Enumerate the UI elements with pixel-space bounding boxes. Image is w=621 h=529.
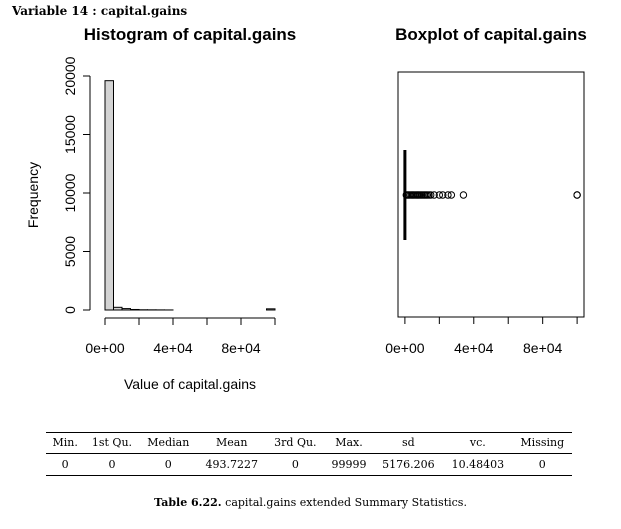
stats-header-cell: Missing (520, 436, 565, 449)
boxplot-outlier (444, 191, 452, 199)
caption-label: Table 6.22. (154, 496, 222, 509)
stats-header-cell: Mean (216, 436, 248, 449)
histogram-x-tick-label: 4e+04 (153, 340, 193, 356)
stats-header-cell: Max. (335, 436, 363, 449)
boxplot-outlier (447, 191, 456, 199)
histogram-panel: Histogram of capital.gains 0e+00 4e+04 8e+… (25, 25, 296, 392)
stats-value-cell: 0 (291, 458, 299, 471)
stats-value-cell: 10.48403 (451, 458, 505, 471)
histogram-bar (104, 80, 114, 311)
summary-stats-table: Min. 1st Qu. Median Mean 3rd Qu. Max. sd vc. Mis… (46, 432, 572, 476)
stats-value-cell: 0 (538, 458, 546, 471)
boxplot-outlier (435, 191, 444, 199)
histogram-y-tick-label: 0 (62, 306, 78, 314)
histogram-bar (121, 308, 131, 311)
boxplot-outlier (573, 191, 581, 199)
stats-header-cell: vc. (469, 436, 486, 449)
stats-header-cell: sd (402, 436, 415, 449)
histogram-x-tick-label: 0e+00 (85, 340, 125, 356)
stats-value-cell: 493.7227 (205, 458, 258, 471)
histogram-bar (130, 308, 140, 311)
stats-header-cell: 1st Qu. (91, 436, 133, 449)
stats-header-cell: Min. (52, 436, 78, 449)
histogram-y-label: Frequency (25, 162, 41, 228)
boxplot-panel: Boxplot of capital.gains 0e+00 4e+04 8e+04 (385, 25, 587, 356)
histogram-y-tick-label: 10000 (62, 173, 78, 212)
boxplot-outlier (439, 191, 447, 199)
boxplot-outlier (430, 191, 438, 199)
histogram-title: Histogram of capital.gains (84, 25, 297, 44)
charts-area: Histogram of capital.gains 0e+00 4e+04 8e+… (25, 25, 587, 392)
stats-header-row: Min. 1st Qu. Median Mean 3rd Qu. Max. sd vc. Mis… (46, 432, 572, 454)
stats-header-cell: 3rd Qu. (274, 436, 317, 449)
histogram-x-tick-label: 8e+04 (221, 340, 261, 356)
stats-value-cell: 99999 (331, 458, 367, 471)
stats-value-cell: 0 (108, 458, 116, 471)
stats-value-cell: 5176.206 (382, 458, 435, 471)
histogram-bar (266, 308, 276, 311)
histogram-y-tick-label: 5000 (62, 236, 78, 267)
boxplot-x-tick-label: 4e+04 (454, 340, 494, 356)
histogram-y-tick-label: 15000 (62, 115, 78, 154)
stats-value-cell: 0 (61, 458, 69, 471)
stats-value-cell: 0 (164, 458, 172, 471)
boxplot-x-tick-label: 8e+04 (523, 340, 563, 356)
stats-header-cell: Median (147, 436, 190, 449)
boxplot-outlier (459, 191, 468, 199)
boxplot-outlier (427, 191, 435, 199)
table-caption: Table 6.22. capital.gains extended Summa… (0, 496, 621, 509)
histogram-bar (113, 306, 123, 311)
histogram-y-tick-label: 20000 (62, 56, 78, 95)
boxplot-title: Boxplot of capital.gains (395, 25, 587, 44)
variable-heading: Variable 14 : capital.gains (12, 4, 188, 18)
stats-value-row: 0 0 0 493.7227 0 99999 5176.206 10.48403 0 (46, 454, 572, 476)
caption-text: capital.gains extended Summary Statistic… (225, 496, 467, 509)
histogram-x-label: Value of capital.gains (124, 376, 256, 392)
boxplot-x-tick-label: 0e+00 (385, 340, 425, 356)
